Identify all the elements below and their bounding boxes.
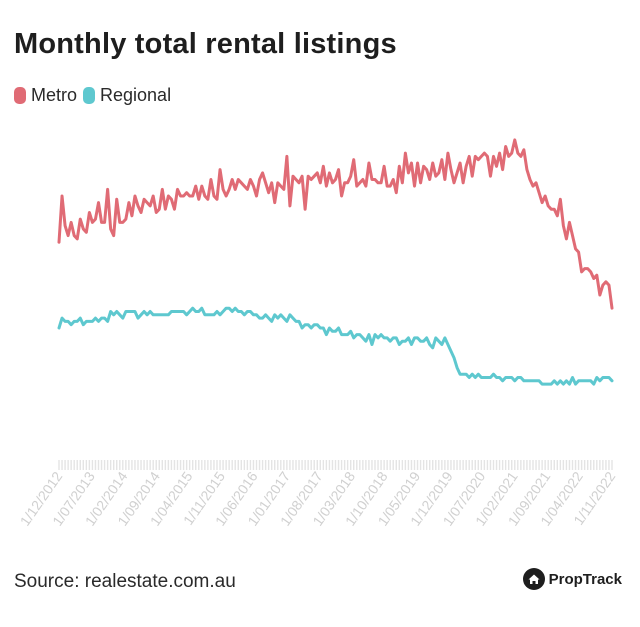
legend-label-metro: Metro bbox=[31, 85, 78, 105]
brand-name: PropTrack bbox=[548, 570, 622, 588]
legend: Metro Regional bbox=[14, 85, 177, 106]
source-note: Source: realestate.com.au bbox=[14, 571, 236, 592]
series-line-regional bbox=[57, 306, 614, 386]
brand-logo: PropTrack bbox=[522, 568, 622, 590]
proptrack-house-icon bbox=[522, 568, 545, 590]
legend-item-metro: Metro bbox=[14, 85, 77, 106]
legend-label-regional: Regional bbox=[100, 85, 172, 105]
plot-area bbox=[57, 138, 614, 386]
chart-title: Monthly total rental listings bbox=[14, 28, 397, 60]
series-line-metro bbox=[57, 138, 614, 310]
legend-swatch-regional bbox=[83, 87, 96, 104]
legend-swatch-metro bbox=[14, 87, 26, 104]
legend-item-regional: Regional bbox=[83, 85, 171, 106]
x-axis: 1/12/20121/07/20131/02/20141/09/20141/04… bbox=[17, 460, 619, 529]
